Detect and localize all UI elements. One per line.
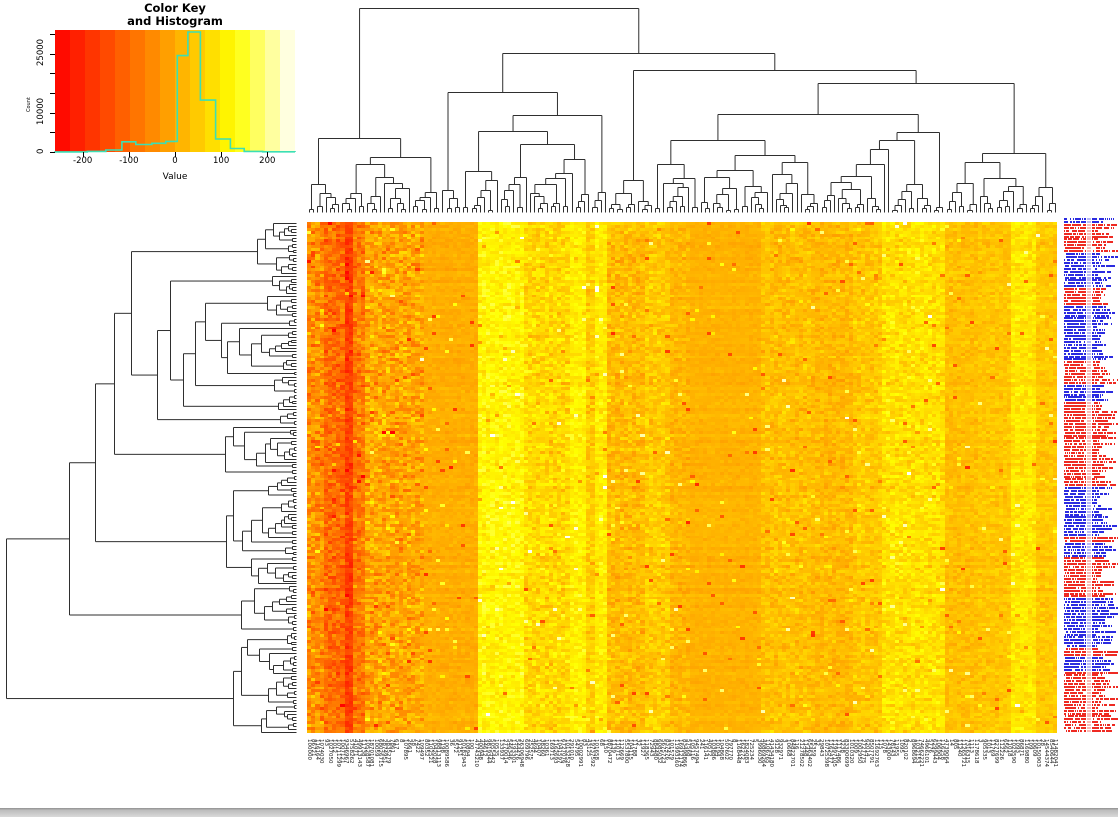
color-key-histogram-line: [54, 31, 296, 153]
color-key-title-line1: Color Key: [144, 1, 206, 15]
key-y-tick: [50, 53, 55, 55]
key-y-tick: [50, 92, 55, 94]
column-label: 11482041: [1051, 739, 1058, 767]
color-key-ylabel: Count: [26, 97, 32, 112]
key-y-tick-label: 0: [36, 149, 46, 155]
column-labels: 100000 86721 116164 1074030 93 1027050 1012 107…: [306, 739, 1067, 805]
key-y-tick: [50, 132, 55, 134]
color-key-xlabel: Value: [162, 172, 188, 182]
key-y-tick: [50, 112, 55, 114]
color-key-title-line2: and Histogram: [127, 14, 223, 28]
key-x-tick: [82, 152, 84, 157]
row-dendrogram: [2, 222, 302, 733]
key-y-tick-label: 10000: [36, 97, 46, 125]
key-x-tick: [175, 152, 176, 157]
color-key-gradient: [55, 30, 295, 152]
row-labels-strip: [1064, 218, 1118, 733]
key-y-tick: [50, 152, 55, 153]
key-y-tick: [50, 33, 55, 35]
key-y-tick-label: 25000: [36, 38, 46, 66]
key-x-tick: [128, 152, 130, 157]
key-x-tick-label: 100: [213, 156, 230, 166]
color-key-title: Color Key and Histogram: [55, 2, 295, 28]
heatmap-matrix: [307, 222, 1057, 733]
key-x-tick-label: -200: [73, 156, 93, 166]
key-x-tick-label: -100: [119, 156, 139, 166]
column-dendrogram: [307, 0, 1057, 215]
key-x-tick-label: 200: [259, 156, 276, 166]
horizontal-scrollbar[interactable]: [0, 808, 1118, 817]
key-x-tick: [267, 152, 269, 157]
key-x-tick: [221, 152, 223, 157]
key-y-tick: [50, 73, 55, 75]
key-x-tick-label: 0: [172, 156, 178, 166]
